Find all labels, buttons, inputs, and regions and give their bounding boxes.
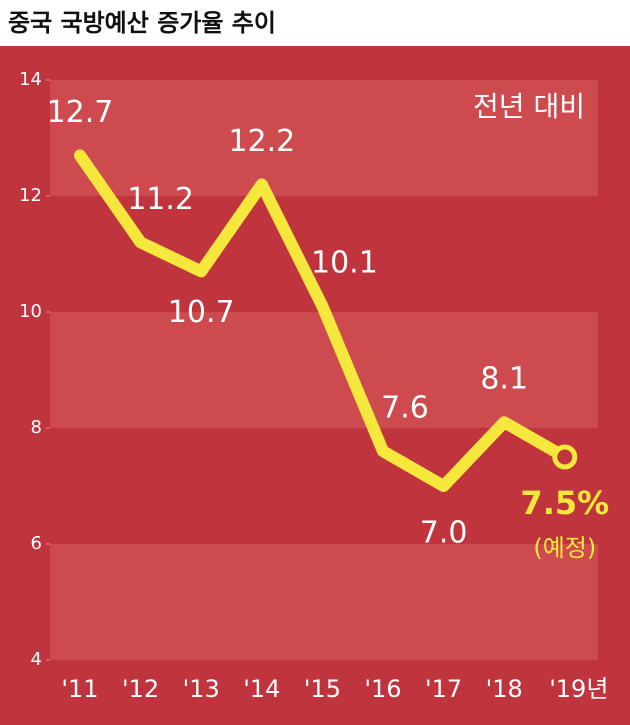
y-tick-label: 10: [19, 301, 42, 322]
y-tick-label: 8: [31, 417, 42, 438]
note: (예정): [533, 534, 596, 562]
y-tick-label: 4: [31, 649, 42, 670]
data-label: 8.1: [480, 362, 528, 397]
data-label: 12.2: [228, 124, 295, 159]
x-tick-label: '16: [364, 675, 401, 703]
band: [50, 80, 598, 196]
x-tick-label: '18: [486, 675, 523, 703]
data-label: 11.2: [127, 182, 194, 217]
data-label: 7.5%: [520, 484, 609, 522]
data-label: 12.7: [47, 95, 114, 130]
chart-title: 중국 국방예산 증가율 추이: [8, 9, 276, 37]
data-label: 10.7: [168, 295, 235, 330]
x-tick-label: '12: [122, 675, 159, 703]
x-tick-label: '15: [304, 675, 341, 703]
data-label: 10.1: [311, 246, 378, 281]
x-tick-label: '11: [61, 675, 98, 703]
x-tick-label: '17: [425, 675, 462, 703]
x-tick-label: '13: [183, 675, 220, 703]
y-tick-label: 14: [19, 69, 42, 90]
x-tick-label: '14: [243, 675, 280, 703]
line: [74, 149, 571, 492]
annotation: 전년 대비: [473, 90, 585, 123]
y-tick-label: 12: [19, 185, 42, 206]
band: [50, 312, 598, 428]
y-tick-label: 6: [31, 533, 42, 554]
data-label: 7.6: [381, 391, 429, 426]
end-marker: [552, 444, 578, 470]
data-label: 7.0: [420, 516, 468, 551]
band: [50, 544, 598, 660]
x-tick-label: '19년: [549, 675, 608, 703]
